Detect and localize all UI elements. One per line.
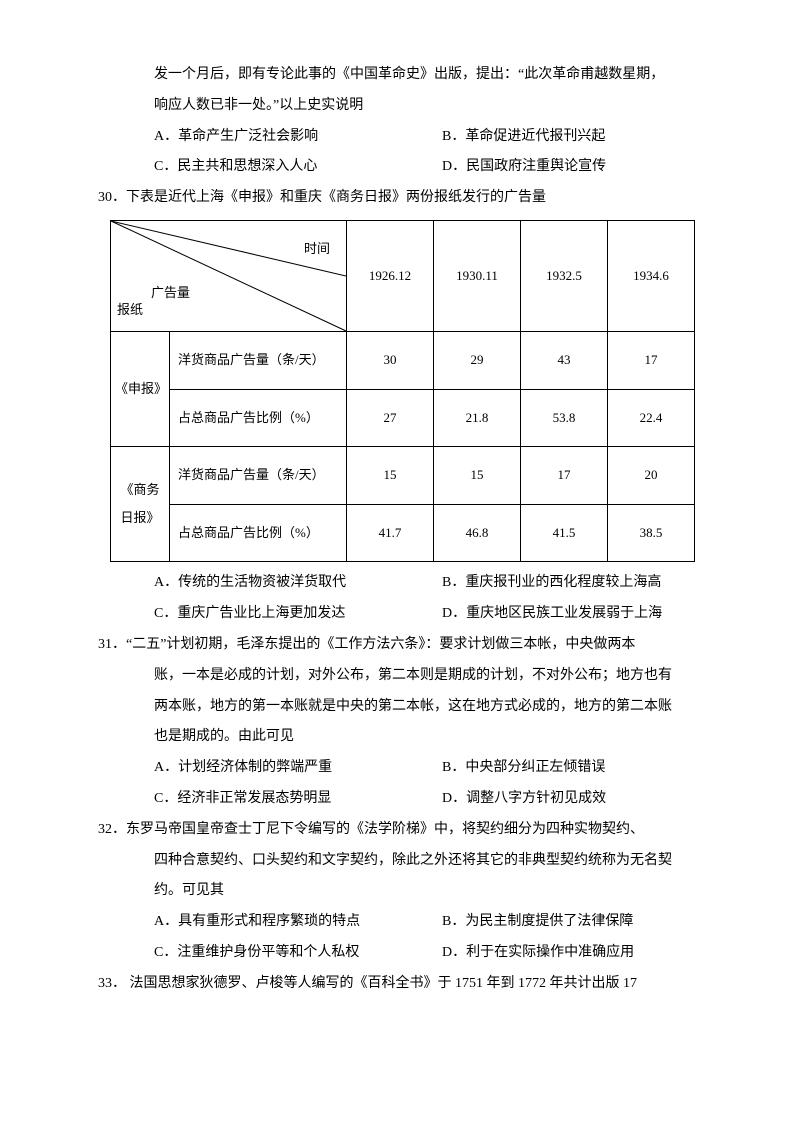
q31-options: A．计划经济体制的弊端严重 B．中央部分纠正左倾错误 C．经济非正常发展态势明显… — [70, 753, 730, 815]
q31-line4: 也是期成的。由此可见 — [70, 722, 730, 753]
cell: 53.8 — [521, 389, 608, 447]
q30-stem: 30．下表是近代上海《申报》和重庆《商务日报》两份报纸发行的广告量 — [70, 183, 730, 214]
q30-opt-b: B．重庆报刊业的西化程度较上海高 — [442, 568, 730, 599]
cell: 43 — [521, 331, 608, 389]
table-head-diagonal: 时间 广告量 报纸 — [111, 220, 347, 331]
cell: 15 — [347, 447, 434, 505]
q29-opt-c: C．民主共和思想深入人心 — [154, 152, 442, 183]
shenbao-metric1: 洋货商品广告量（条/天） — [170, 331, 347, 389]
q29-opt-a: A．革命产生广泛社会影响 — [154, 122, 442, 153]
q31-opt-d: D．调整八字方针初见成效 — [442, 784, 730, 815]
q32-s1: 东罗马帝国皇帝查士丁尼下令编写的《法学阶梯》中，将契约细分为四种实物契约、 — [126, 822, 644, 837]
q32-opt-b: B．为民主制度提供了法律保障 — [442, 907, 730, 938]
q31-opt-b: B．中央部分纠正左倾错误 — [442, 753, 730, 784]
cell: 41.7 — [347, 504, 434, 562]
q32-line1: 32．东罗马帝国皇帝查士丁尼下令编写的《法学阶梯》中，将契约细分为四种实物契约、 — [70, 815, 730, 846]
q30-options: A．传统的生活物资被洋货取代 B．重庆报刊业的西化程度较上海高 C．重庆广告业比… — [70, 568, 730, 630]
col-1926: 1926.12 — [347, 220, 434, 331]
cell: 20 — [608, 447, 695, 505]
cell: 27 — [347, 389, 434, 447]
q29-context-line1: 发一个月后，即有专论此事的《中国革命史》出版，提出：“此次革命甫越数星期， — [70, 60, 730, 91]
col-1932: 1932.5 — [521, 220, 608, 331]
q30-text: 下表是近代上海《申报》和重庆《商务日报》两份报纸发行的广告量 — [126, 190, 546, 205]
q32-line3: 约。可见其 — [70, 876, 730, 907]
q32-line2: 四种合意契约、口头契约和文字契约，除此之外还将其它的非典型契约统称为无名契 — [70, 846, 730, 877]
shangwu-metric1: 洋货商品广告量（条/天） — [170, 447, 347, 505]
paper-shenbao: 《申报》 — [111, 331, 170, 446]
q32-opt-c: C．注重维护身份平等和个人私权 — [154, 938, 442, 969]
cell: 41.5 — [521, 504, 608, 562]
cell: 46.8 — [434, 504, 521, 562]
q29-context-line2: 响应人数已非一处。”以上史实说明 — [70, 91, 730, 122]
q31-s1: “二五”计划初期，毛泽东提出的《工作方法六条》：要求计划做三本帐，中央做两本 — [126, 637, 635, 652]
q33-num: 33． — [98, 976, 130, 991]
q30-opt-a: A．传统的生活物资被洋货取代 — [154, 568, 442, 599]
col-1934: 1934.6 — [608, 220, 695, 331]
q31-line1: 31．“二五”计划初期，毛泽东提出的《工作方法六条》：要求计划做三本帐，中央做两… — [70, 630, 730, 661]
q32-opt-d: D．利于在实际操作中准确应用 — [442, 938, 730, 969]
table-head-time: 时间 — [304, 235, 330, 264]
cell: 17 — [608, 331, 695, 389]
q30-num: 30． — [98, 190, 126, 205]
cell: 29 — [434, 331, 521, 389]
cell: 15 — [434, 447, 521, 505]
cell: 30 — [347, 331, 434, 389]
q30-opt-c: C．重庆广告业比上海更加发达 — [154, 599, 442, 630]
q32-options: A．具有重形式和程序繁琐的特点 B．为民主制度提供了法律保障 C．注重维护身份平… — [70, 907, 730, 969]
table-head-adv: 广告量 — [151, 279, 190, 308]
q29-options: A．革命产生广泛社会影响 B．革命促进近代报刊兴起 C．民主共和思想深入人心 D… — [70, 122, 730, 184]
cell: 38.5 — [608, 504, 695, 562]
q31-line2: 账，一本是必成的计划，对外公布，第二本则是期成的计划，不对外公布；地方也有 — [70, 661, 730, 692]
q31-opt-c: C．经济非正常发展态势明显 — [154, 784, 442, 815]
cell: 21.8 — [434, 389, 521, 447]
q30-table: 时间 广告量 报纸 1926.12 1930.11 1932.5 1934.6 … — [110, 220, 695, 562]
shangwu-metric2: 占总商品广告比例（%） — [170, 504, 347, 562]
table-head-paper: 报纸 — [117, 296, 143, 325]
q33-line1: 33． 法国思想家狄德罗、卢梭等人编写的《百科全书》于 1751 年到 1772… — [70, 969, 730, 1000]
q29-opt-d: D．民国政府注重舆论宣传 — [442, 152, 730, 183]
q29-opt-b: B．革命促进近代报刊兴起 — [442, 122, 730, 153]
q31-num: 31． — [98, 637, 126, 652]
shenbao-metric2: 占总商品广告比例（%） — [170, 389, 347, 447]
cell: 22.4 — [608, 389, 695, 447]
q31-line3: 两本账，地方的第一本账就是中央的第二本帐，这在地方式必成的，地方的第二本账 — [70, 692, 730, 723]
q33-s1: 法国思想家狄德罗、卢梭等人编写的《百科全书》于 1751 年到 1772 年共计… — [130, 976, 638, 991]
paper-shangwu: 《商务日报》 — [111, 447, 170, 562]
q32-opt-a: A．具有重形式和程序繁琐的特点 — [154, 907, 442, 938]
document-page: 发一个月后，即有专论此事的《中国革命史》出版，提出：“此次革命甫越数星期， 响应… — [0, 0, 800, 1040]
q31-opt-a: A．计划经济体制的弊端严重 — [154, 753, 442, 784]
q32-num: 32． — [98, 822, 126, 837]
q30-opt-d: D．重庆地区民族工业发展弱于上海 — [442, 599, 730, 630]
col-1930: 1930.11 — [434, 220, 521, 331]
cell: 17 — [521, 447, 608, 505]
